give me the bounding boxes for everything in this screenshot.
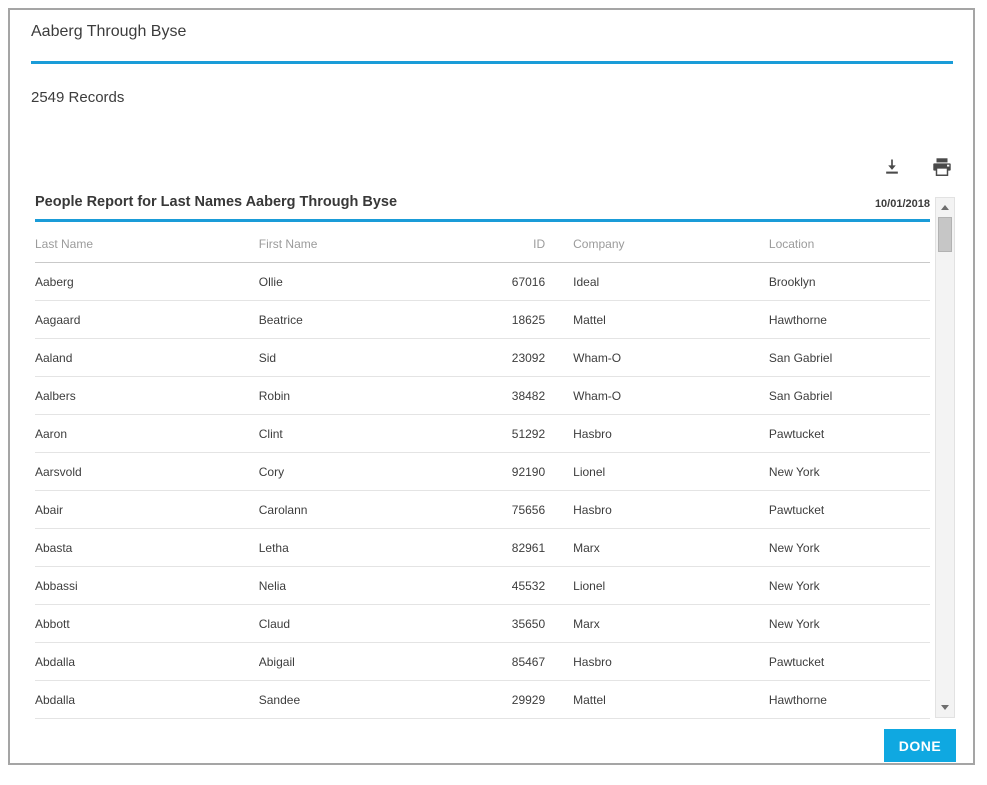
table-cell: Marx xyxy=(545,604,769,643)
table-cell: Aaland xyxy=(35,338,259,377)
table-cell: Carolann xyxy=(258,490,479,529)
table-cell: Abigail xyxy=(258,642,479,681)
table-cell: Abdalla xyxy=(35,642,259,681)
table-cell: New York xyxy=(768,566,930,605)
scrollbar-thumb[interactable] xyxy=(938,217,952,252)
table-cell: 29929 xyxy=(478,680,546,719)
report-title: People Report for Last Names Aaberg Thro… xyxy=(35,194,398,210)
download-icon-glyph xyxy=(886,159,898,174)
title-divider xyxy=(31,61,953,64)
table-row: Abair Carolann 75656 Hasbro Pawtucket xyxy=(35,490,930,529)
table-cell: 85467 xyxy=(478,642,546,681)
table-cell: Marx xyxy=(545,528,769,567)
printer-icon[interactable] xyxy=(929,154,955,180)
table-cell: 35650 xyxy=(478,604,546,643)
table-cell: Beatrice xyxy=(258,300,479,339)
table-row: Aaberg Ollie 67016 Ideal Brooklyn xyxy=(35,262,930,301)
table-row: Aagaard Beatrice 18625 Mattel Hawthorne xyxy=(35,300,930,339)
table-cell: Cory xyxy=(258,452,479,491)
table-cell: Wham-O xyxy=(545,376,769,415)
table-cell: 75656 xyxy=(478,490,546,529)
table-cell: Brooklyn xyxy=(768,262,930,301)
records-count: 2549 Records xyxy=(31,89,125,106)
table-row: Abdalla Sandee 29929 Mattel Hawthorne xyxy=(35,680,930,719)
table-row: Aarsvold Cory 92190 Lionel New York xyxy=(35,452,930,491)
table-cell: Sandee xyxy=(258,680,479,719)
table-cell: 51292 xyxy=(478,414,546,453)
dialog-title: Aaberg Through Byse xyxy=(31,23,187,40)
table-cell: Mattel xyxy=(545,300,769,339)
column-header-id: ID xyxy=(478,227,546,263)
table-cell: Nelia xyxy=(258,566,479,605)
table-row: Aaland Sid 23092 Wham-O San Gabriel xyxy=(35,338,930,377)
table-cell: 38482 xyxy=(478,376,546,415)
table-cell: Aaberg xyxy=(35,262,259,301)
column-header-company: Company xyxy=(545,227,769,263)
report-date: 10/01/2018 xyxy=(874,198,930,210)
table-cell: Ollie xyxy=(258,262,479,301)
table-cell: Aarsvold xyxy=(35,452,259,491)
table-cell: Hasbro xyxy=(545,642,769,681)
table-cell: Lionel xyxy=(545,452,769,491)
table-cell: Aaron xyxy=(35,414,259,453)
done-button[interactable]: DONE xyxy=(884,729,956,762)
table-cell: San Gabriel xyxy=(768,338,930,377)
report-title-divider xyxy=(35,219,930,222)
vertical-scrollbar[interactable] xyxy=(935,197,955,718)
table-row: Abdalla Abigail 85467 Hasbro Pawtucket xyxy=(35,642,930,681)
table-cell: Mattel xyxy=(545,680,769,719)
table-cell: Robin xyxy=(258,376,479,415)
table-cell: Pawtucket xyxy=(768,642,930,681)
table-cell: Letha xyxy=(258,528,479,567)
table-cell: Ideal xyxy=(545,262,769,301)
table-cell: Abbassi xyxy=(35,566,259,605)
table-row: Aalbers Robin 38482 Wham-O San Gabriel xyxy=(35,376,930,415)
table-cell: Lionel xyxy=(545,566,769,605)
table-cell: Aagaard xyxy=(35,300,259,339)
table-cell: Hawthorne xyxy=(768,300,930,339)
table-cell: Hasbro xyxy=(545,414,769,453)
table-cell: Clint xyxy=(258,414,479,453)
table-cell: San Gabriel xyxy=(768,376,930,415)
table-cell: Wham-O xyxy=(545,338,769,377)
table-cell: Sid xyxy=(258,338,479,377)
table-cell: Hawthorne xyxy=(768,680,930,719)
table-cell: Hasbro xyxy=(545,490,769,529)
table-cell: 45532 xyxy=(478,566,546,605)
table-cell: Claud xyxy=(258,604,479,643)
column-header-location: Location xyxy=(768,227,930,263)
table-cell: 67016 xyxy=(478,262,546,301)
table-row: Abbassi Nelia 45532 Lionel New York xyxy=(35,566,930,605)
table-cell: Pawtucket xyxy=(768,490,930,529)
table-header-row: Last Name First Name ID Company Location xyxy=(35,227,930,263)
printer-icon-glyph xyxy=(933,158,951,176)
table-row: Aaron Clint 51292 Hasbro Pawtucket xyxy=(35,414,930,453)
table-cell: Abdalla xyxy=(35,680,259,719)
table-row: Abbott Claud 35650 Marx New York xyxy=(35,604,930,643)
scroll-down-icon[interactable] xyxy=(936,700,954,715)
table-cell: Abbott xyxy=(35,604,259,643)
table-cell: 82961 xyxy=(478,528,546,567)
table-cell: 92190 xyxy=(478,452,546,491)
report-toolbar xyxy=(879,154,955,180)
report-panel: People Report for Last Names Aaberg Thro… xyxy=(35,194,955,719)
column-header-last-name: Last Name xyxy=(35,227,259,263)
table-cell: New York xyxy=(768,452,930,491)
people-table: Last Name First Name ID Company Location… xyxy=(35,227,930,719)
table-cell: New York xyxy=(768,604,930,643)
table-cell: New York xyxy=(768,528,930,567)
table-cell: 18625 xyxy=(478,300,546,339)
table-cell: 23092 xyxy=(478,338,546,377)
table-row: Abasta Letha 82961 Marx New York xyxy=(35,528,930,567)
report-header: People Report for Last Names Aaberg Thro… xyxy=(35,194,930,210)
report-dialog: Aaberg Through Byse 2549 Records People … xyxy=(8,8,975,765)
table-cell: Pawtucket xyxy=(768,414,930,453)
scroll-up-icon[interactable] xyxy=(936,200,954,215)
table-cell: Abasta xyxy=(35,528,259,567)
download-icon[interactable] xyxy=(879,154,905,180)
table-cell: Abair xyxy=(35,490,259,529)
column-header-first-name: First Name xyxy=(258,227,479,263)
table-cell: Aalbers xyxy=(35,376,259,415)
